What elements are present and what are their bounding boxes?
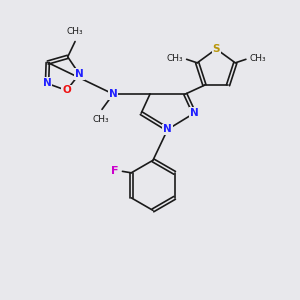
Text: N: N (163, 124, 172, 134)
Text: N: N (109, 89, 118, 99)
Text: CH₃: CH₃ (67, 27, 83, 36)
Text: O: O (62, 85, 71, 95)
Text: N: N (43, 78, 51, 88)
Text: S: S (212, 44, 220, 54)
Text: CH₃: CH₃ (249, 54, 266, 63)
Text: CH₃: CH₃ (167, 54, 183, 63)
Text: F: F (111, 166, 119, 176)
Text: N: N (75, 69, 84, 79)
Text: CH₃: CH₃ (92, 115, 109, 124)
Text: N: N (190, 108, 199, 118)
